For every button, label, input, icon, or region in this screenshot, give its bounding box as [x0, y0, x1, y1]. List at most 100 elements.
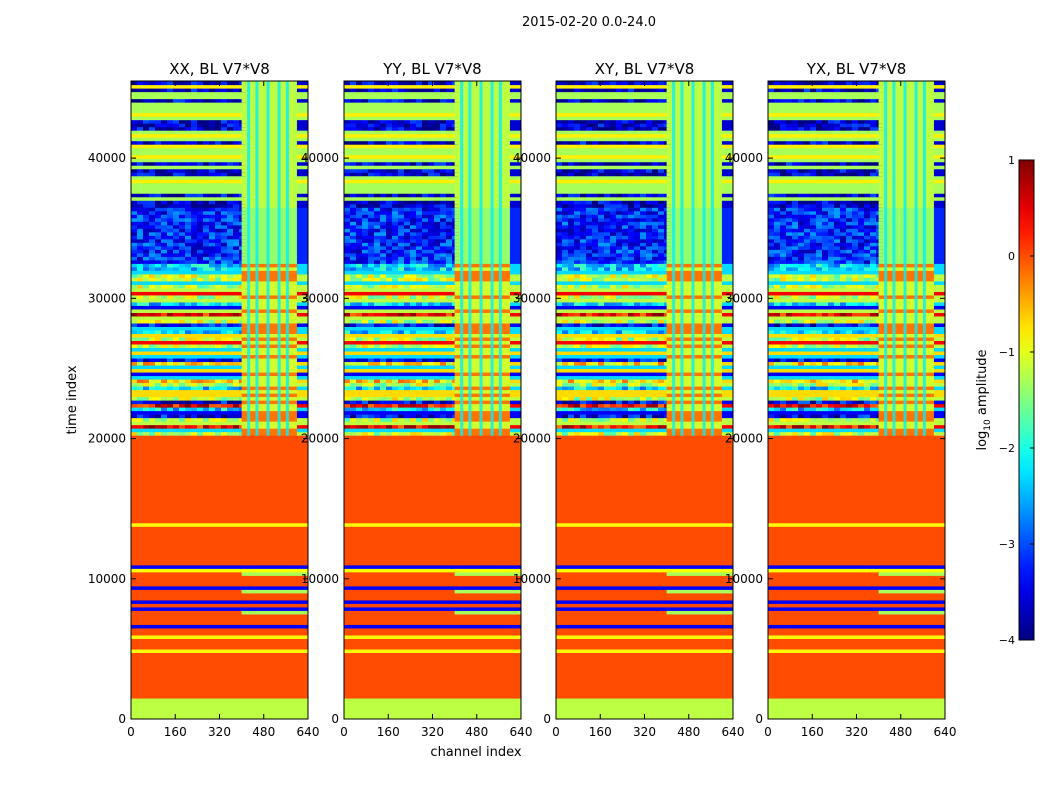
heatmap-cell	[356, 396, 363, 401]
heatmap-cell	[454, 161, 511, 166]
heatmap-cell	[556, 666, 668, 671]
heatmap-cell	[386, 140, 393, 145]
heatmap-cell	[580, 242, 587, 247]
heatmap-cell	[386, 228, 393, 233]
heatmap-cell	[380, 81, 387, 86]
heatmap-cell	[454, 613, 511, 618]
heatmap-cell	[509, 543, 521, 548]
heatmap-cell	[652, 88, 659, 93]
heatmap-cell	[509, 694, 521, 699]
heatmap-cell	[368, 98, 375, 103]
heatmap-cell	[137, 301, 144, 306]
heatmap-cell	[440, 207, 447, 212]
heatmap-cell	[454, 200, 511, 205]
heatmap-cell	[556, 456, 668, 461]
heatmap-cell	[185, 217, 192, 222]
heatmap-cell	[666, 357, 723, 363]
heatmap-cell	[509, 109, 521, 114]
heatmap-cell	[380, 378, 387, 384]
heatmap-cell	[622, 361, 629, 366]
heatmap-cell	[197, 312, 204, 317]
heatmap-cell	[356, 266, 363, 271]
heatmap-cell	[173, 312, 180, 317]
heatmap-cell	[652, 400, 659, 405]
heatmap-cell	[556, 424, 563, 429]
heatmap-cell	[634, 224, 641, 229]
heatmap-cell	[167, 221, 174, 226]
heatmap-cell	[416, 385, 423, 391]
heatmap-cell	[167, 284, 174, 289]
heatmap-cell	[574, 256, 581, 261]
heatmap-cell	[580, 263, 587, 268]
heatmap-cell	[666, 256, 723, 261]
heatmap-cell	[362, 378, 369, 384]
heatmap-cell	[227, 284, 234, 289]
heatmap-cell	[422, 98, 429, 103]
heatmap-cell	[721, 704, 733, 710]
heatmap-cell	[296, 606, 308, 611]
heatmap-cell	[344, 547, 456, 552]
heatmap-cell	[374, 242, 381, 247]
heatmap-cell	[721, 634, 733, 639]
heatmap-cell	[616, 256, 623, 261]
heatmap-cell	[658, 123, 665, 128]
heatmap-cell	[344, 151, 456, 156]
heatmap-cell	[586, 312, 593, 317]
heatmap-cell	[137, 403, 144, 408]
heatmap-cell	[368, 88, 375, 93]
heatmap-cell	[658, 424, 665, 429]
heatmap-cell	[362, 277, 369, 282]
heatmap-cell	[398, 417, 405, 422]
heatmap-cell	[368, 172, 375, 177]
heatmap-cell	[610, 382, 617, 387]
heatmap-cell	[509, 494, 521, 499]
heatmap-cell	[350, 245, 357, 250]
heatmap-cell	[410, 407, 417, 412]
heatmap-cell	[446, 329, 453, 334]
heatmap-cell	[149, 231, 156, 236]
heatmap-cell	[628, 161, 635, 166]
heatmap-cell	[616, 319, 623, 324]
heatmap-cell	[622, 207, 629, 212]
heatmap-cell	[368, 357, 375, 363]
heatmap-cell	[556, 172, 563, 177]
heatmap-cell	[296, 270, 308, 275]
heatmap-cell	[398, 161, 405, 166]
heatmap-cell	[241, 694, 298, 699]
heatmap-cell	[634, 266, 641, 271]
heatmap-cell	[233, 193, 240, 198]
heatmap-cell	[446, 284, 453, 289]
heatmap-cell	[646, 249, 653, 254]
heatmap-cell	[721, 655, 733, 661]
x-tick-label: 480	[677, 725, 700, 739]
heatmap-cell	[556, 266, 563, 271]
heatmap-cell	[215, 123, 222, 128]
channel-stripe	[460, 81, 464, 436]
heatmap-cell	[350, 88, 357, 93]
heatmap-cell	[568, 301, 575, 306]
heatmap-cell	[586, 417, 593, 422]
heatmap-cell	[666, 203, 723, 208]
heatmap-cell	[878, 585, 935, 590]
heatmap-cell	[161, 81, 168, 86]
heatmap-cell	[350, 235, 357, 240]
heatmap-cell	[227, 245, 234, 250]
heatmap-cell	[131, 659, 243, 664]
heatmap-cell	[658, 193, 665, 198]
heatmap-cell	[454, 354, 511, 359]
heatmap-cell	[652, 207, 659, 212]
heatmap-cell	[203, 263, 210, 268]
heatmap-cell	[878, 561, 935, 566]
heatmap-cell	[241, 498, 298, 503]
heatmap-cell	[241, 480, 298, 485]
heatmap-cell	[179, 168, 186, 173]
heatmap-cell	[131, 326, 243, 331]
heatmap-cell	[344, 116, 456, 121]
heatmap-cell	[296, 711, 308, 717]
heatmap-cell	[416, 249, 423, 254]
heatmap-cell	[362, 424, 369, 429]
heatmap-cell	[131, 378, 138, 384]
heatmap-cell	[556, 554, 668, 559]
heatmap-cell	[131, 319, 138, 324]
heatmap-cell	[721, 669, 733, 675]
